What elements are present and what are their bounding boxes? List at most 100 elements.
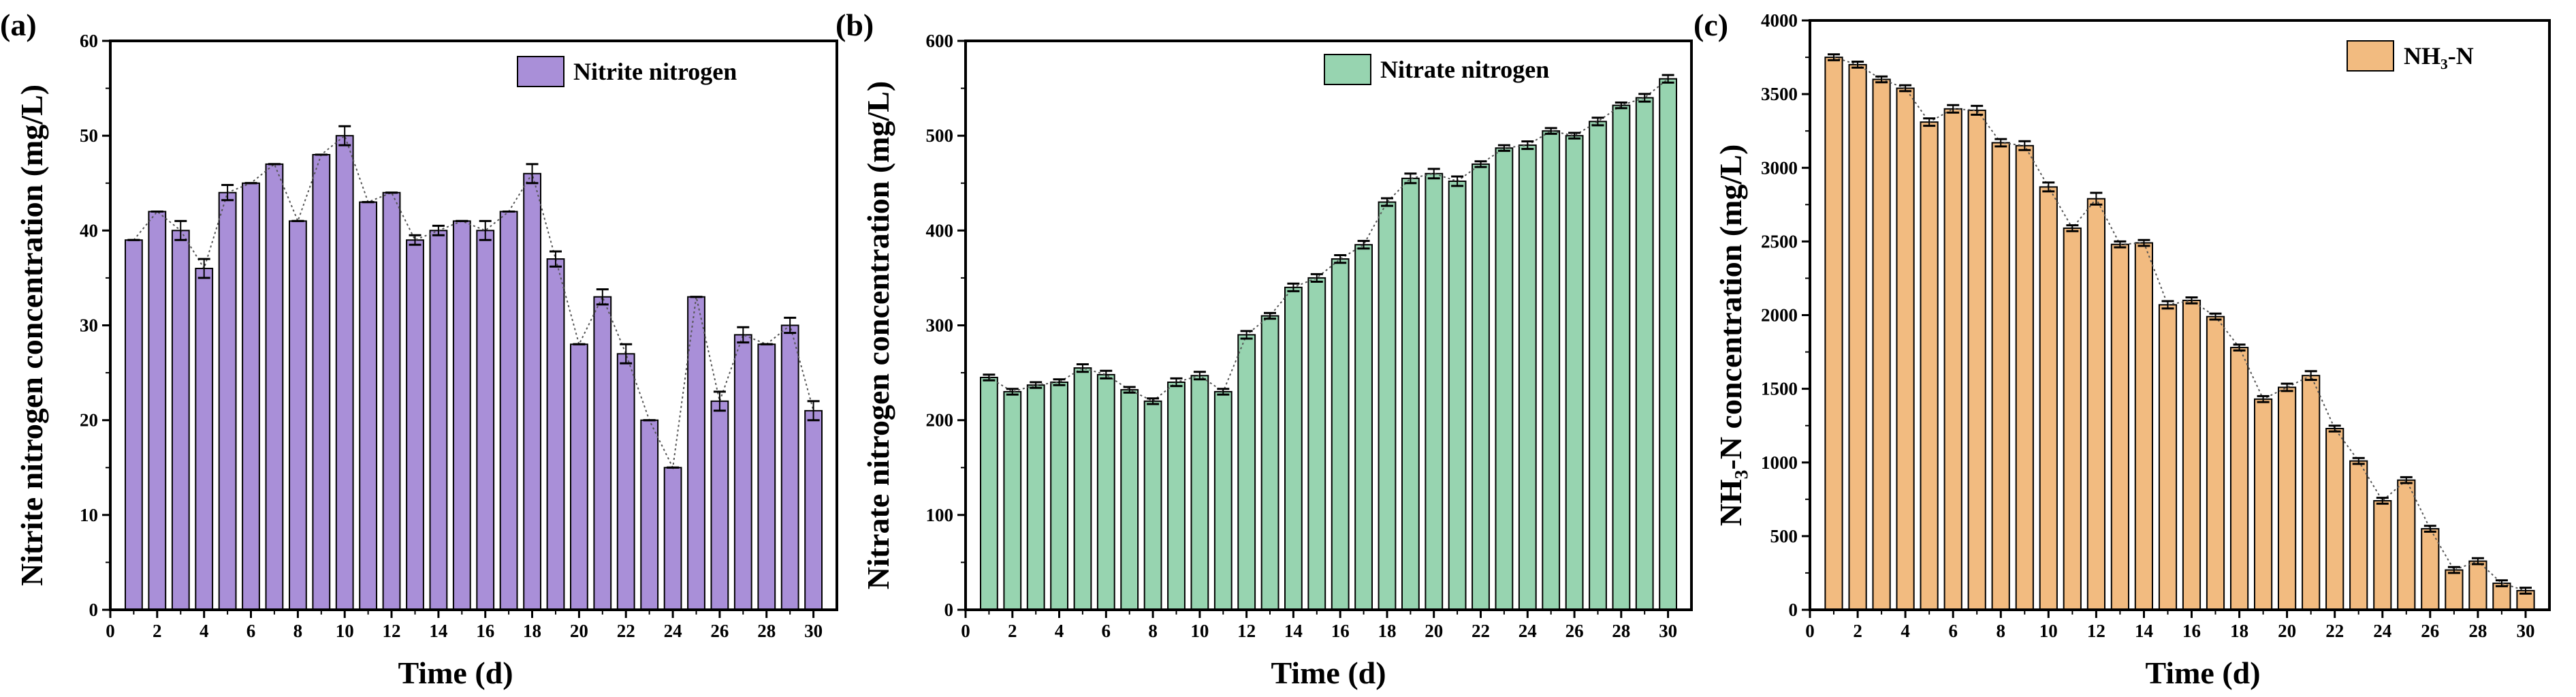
panel-a-error-bar-day-29 — [784, 316, 797, 335]
panel-c-error-bar-day-9 — [2018, 140, 2031, 151]
panel-c-x-tick-label: 14 — [2135, 621, 2153, 641]
panel-c-legend-label: NH₃-N — [2404, 42, 2474, 69]
panel-c-error-bar-day-5 — [1923, 117, 1936, 127]
panel-c-bar-day-6 — [1943, 108, 1962, 611]
panel-c-bar-day-21 — [2302, 375, 2321, 610]
panel-b-error-bar-day-8 — [1147, 397, 1160, 405]
panel-a-error-bar-day-26 — [713, 390, 726, 412]
panel-b-x-tick-label: 6 — [1102, 621, 1111, 641]
panel-b-bar-day-26 — [1565, 135, 1584, 610]
panel-a-error-bar-day-13 — [409, 234, 422, 246]
panel-b-x-tick-label: 20 — [1425, 621, 1443, 641]
panel-a-tag: (a) — [0, 7, 37, 42]
panel-a-x-tick-label: 8 — [293, 621, 303, 641]
panel-a-x-tick-label: 2 — [153, 621, 162, 641]
panel-c-error-bar-day-10 — [2042, 181, 2055, 193]
panel-a-x-axis-title: Time (d) — [398, 655, 513, 690]
panel-b-error-bar-day-13 — [1264, 311, 1276, 320]
panel-b-bar-day-17 — [1354, 244, 1373, 610]
panel-c-bar-day-10 — [2039, 186, 2058, 610]
panel-b-error-bar-day-14 — [1287, 282, 1300, 292]
panel-b-bar-day-12 — [1237, 334, 1256, 610]
panel-a-x-tick-label: 22 — [617, 621, 635, 641]
panel-c-error-bar-day-26 — [2423, 525, 2436, 533]
panel-c-error-bar-day-29 — [2495, 579, 2508, 587]
panel-c-x-tick-label: 4 — [1901, 621, 1910, 641]
panel-a-bar-day-13 — [406, 239, 424, 611]
panel-c-error-bar-day-16 — [2185, 296, 2198, 305]
panel-b-y-tick-label: 600 — [926, 31, 954, 51]
panel-b-error-bar-day-18 — [1381, 197, 1393, 207]
panel-a-bar-day-30 — [804, 409, 823, 611]
panel-b-legend: Nitrate nitrogen — [1324, 54, 1549, 85]
panel-a-error-bar-day-16 — [479, 219, 492, 241]
panel-b-error-bar-day-20 — [1427, 168, 1440, 180]
panel-b-bar-day-29 — [1635, 97, 1654, 610]
panel-b-error-bar-day-30 — [1661, 74, 1674, 84]
panel-a-y-tick-label: 50 — [80, 125, 98, 146]
panel-a-error-bar-day-4 — [197, 258, 210, 279]
panel-c-x-tick-label: 26 — [2421, 621, 2439, 641]
panel-c-error-bar-day-23 — [2352, 456, 2365, 465]
panel-b-bar-day-18 — [1378, 201, 1397, 611]
panel-b-y-tick-label: 0 — [944, 600, 954, 620]
panel-c-bar-day-7 — [1967, 109, 1986, 610]
panel-b-error-bar-day-27 — [1591, 117, 1604, 127]
panel-b-error-bar-day-16 — [1334, 254, 1347, 264]
panel-c-error-bar-day-18 — [2233, 343, 2246, 352]
panel-c-bar-day-9 — [2015, 144, 2034, 611]
panel-b-error-bar-day-1 — [983, 373, 996, 382]
panel-b-x-tick-label: 24 — [1518, 621, 1537, 641]
panel-a-bar-day-25 — [687, 296, 705, 610]
panel-a-legend-swatch — [517, 56, 565, 87]
panel-c-error-bar-day-11 — [2066, 224, 2079, 232]
panel-a-bar-day-3 — [171, 230, 190, 610]
panel-a-bar-day-27 — [733, 334, 752, 610]
panel-c-y-tick-label: 4000 — [1761, 10, 1798, 31]
panel-b-bar-day-16 — [1331, 258, 1350, 611]
panel-a-y-tick-label: 40 — [80, 220, 98, 241]
panel-c-error-bar-day-12 — [2090, 191, 2103, 206]
panel-a-error-bar-day-30 — [807, 400, 820, 422]
panel-c-error-bar-day-3 — [1875, 75, 1888, 84]
panel-a-bar-day-19 — [546, 258, 565, 611]
panel-c-error-bar-day-25 — [2400, 476, 2413, 484]
panel-a-error-bar-day-22 — [620, 343, 633, 365]
panel-b-bar-day-13 — [1260, 315, 1279, 610]
panel-b-x-tick-label: 26 — [1565, 621, 1584, 641]
panel-c-x-tick-label: 10 — [2039, 621, 2058, 641]
panel-b-error-bar-day-15 — [1310, 273, 1323, 283]
panel-a-error-bar-day-3 — [174, 219, 187, 241]
panel-c-bar-day-26 — [2421, 528, 2440, 610]
panel-c-y-tick-label: 1500 — [1761, 379, 1798, 399]
panel-b-x-tick-label: 4 — [1055, 621, 1064, 641]
panel-a-error-bar-day-19 — [550, 250, 562, 268]
panel-c-bar-day-1 — [1824, 57, 1843, 611]
panel-c-error-bar-day-28 — [2471, 557, 2484, 566]
panel-c-tag: (c) — [1694, 7, 1728, 42]
panel-c-bar-day-19 — [2254, 398, 2273, 610]
panel-a: (a) Nitrite nitrogen concentration (mg/L… — [0, 7, 838, 690]
panel-c-bar-day-8 — [1991, 142, 2010, 610]
panel-a-x-tick-label: 14 — [429, 621, 447, 641]
panel-b-bar-day-2 — [1003, 390, 1022, 611]
panel-c-error-bar-day-14 — [2137, 238, 2150, 247]
panel-c-bar-day-4 — [1896, 87, 1915, 610]
panel-b-bar-day-4 — [1050, 382, 1068, 610]
panel-c-y-tick-label: 3000 — [1761, 157, 1798, 178]
panel-c-bar-day-23 — [2349, 460, 2368, 610]
panel-b-error-bar-day-3 — [1030, 381, 1043, 389]
panel-b-error-bar-day-6 — [1100, 369, 1113, 380]
panel-b-x-tick-label: 2 — [1008, 621, 1017, 641]
panel-a-legend-label: Nitrite nitrogen — [573, 58, 737, 85]
panel-a-y-tick-label: 10 — [80, 505, 98, 525]
panel-c-y-tick-label: 0 — [1789, 600, 1798, 620]
panel-c-error-bar-day-4 — [1899, 84, 1912, 93]
panel-a-bar-day-1 — [125, 239, 143, 611]
panel-c-error-bar-day-2 — [1851, 61, 1864, 69]
panel-b-bar-day-25 — [1542, 130, 1561, 610]
panel-c-y-tick-label: 1000 — [1761, 452, 1798, 473]
panel-c-x-tick-label: 2 — [1853, 621, 1862, 641]
